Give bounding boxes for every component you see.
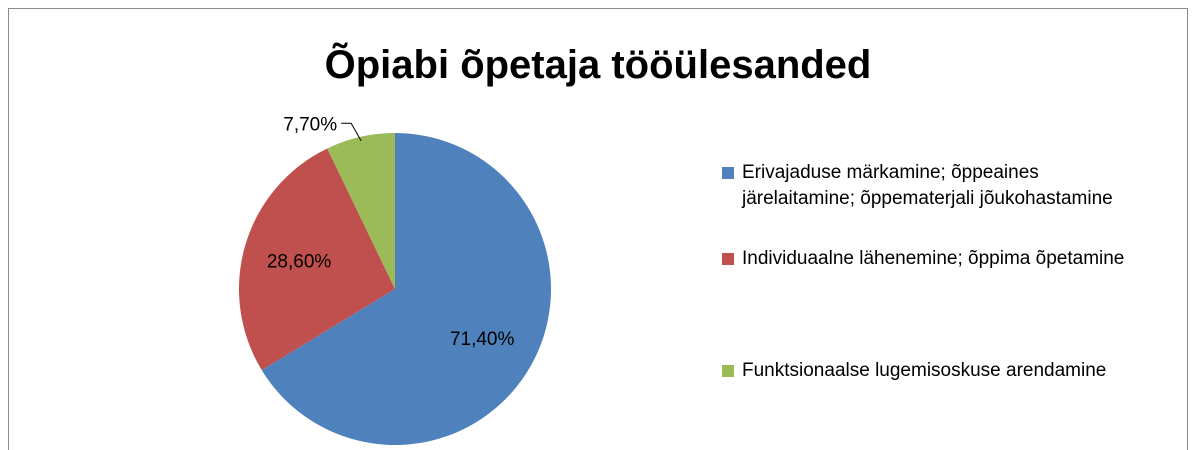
legend-label: Erivajaduse märkamine; õppeaines järelai… — [742, 162, 1113, 209]
pie-slice — [327, 133, 395, 289]
pie-slice — [261, 133, 551, 445]
chart-title: Õpiabi õpetaja tööülesanded — [325, 41, 872, 87]
legend-swatch — [722, 167, 734, 179]
legend-swatch — [722, 253, 734, 265]
legend-label: Individuaalne lähenemine; õppima õpetami… — [742, 248, 1125, 269]
pie-slice — [239, 148, 395, 371]
leader-line — [341, 122, 362, 142]
legend-item: Funktsionaalse lugemisoskuse arendamine — [722, 358, 1127, 384]
legend-label: Funktsionaalse lugemisoskuse arendamine — [742, 360, 1107, 381]
data-label: 71,40% — [450, 329, 515, 350]
legend-item: Erivajaduse märkamine; õppeaines järelai… — [722, 160, 1127, 212]
legend-swatch — [722, 365, 734, 377]
data-label: 7,70% — [283, 114, 337, 135]
chart-border — [8, 8, 1188, 450]
data-label: 28,60% — [267, 252, 332, 273]
legend-item: Individuaalne lähenemine; õppima õpetami… — [722, 246, 1127, 272]
